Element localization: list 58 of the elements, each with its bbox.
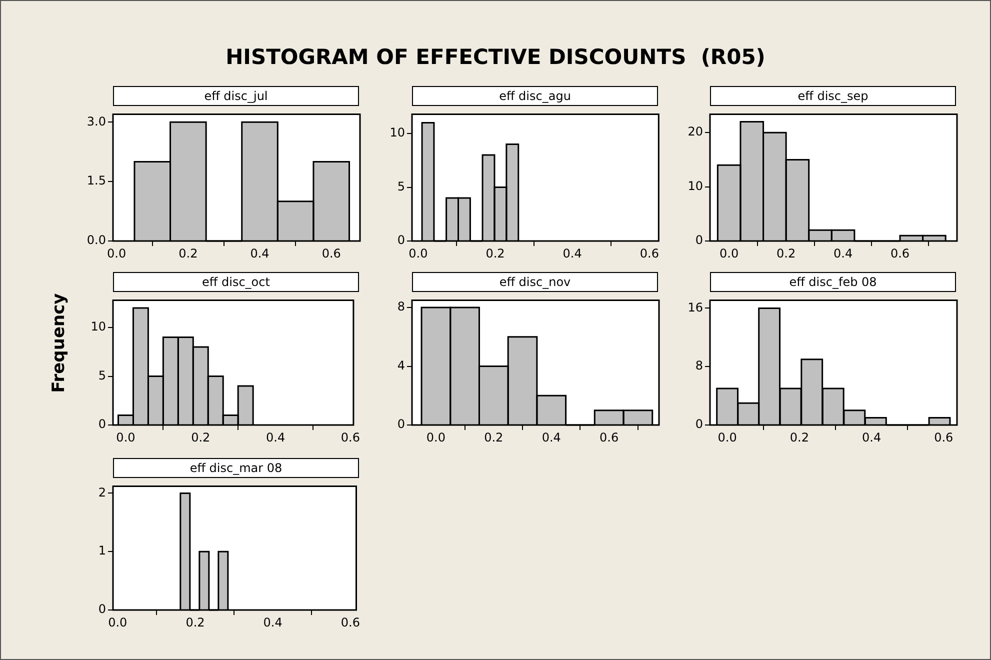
x-tick-label: 0.0 <box>116 430 136 444</box>
x-tick-label: 0.0 <box>108 615 128 630</box>
x-tick-label: 0.2 <box>776 246 796 260</box>
chart-title: eff disc_nov <box>412 272 658 292</box>
y-tick-label: 0 <box>397 417 405 432</box>
y-tick-label: 0.0 <box>86 233 106 248</box>
y-tick-label: 3.0 <box>86 114 106 128</box>
y-tick-label: 0 <box>98 602 106 616</box>
y-tick-label: 5 <box>397 179 405 194</box>
y-tick-label: 8 <box>695 358 703 373</box>
y-tick-label: 2 <box>98 485 106 500</box>
y-tick-label: 1.5 <box>86 174 106 188</box>
x-tick-label: 0.4 <box>542 430 561 444</box>
chart-title: eff disc_sep <box>710 86 956 106</box>
x-tick-label: 0.0 <box>408 246 428 260</box>
y-tick-label: 10 <box>90 320 106 334</box>
y-tick-label: 10 <box>688 178 703 193</box>
y-tick-label: 1 <box>98 544 106 558</box>
y-tick-label: 8 <box>397 300 405 314</box>
x-tick-label: 0.2 <box>186 615 205 630</box>
x-tick-label: 0.4 <box>250 246 270 260</box>
x-tick-label: 0.0 <box>107 246 126 260</box>
chart-title: eff disc_mar 08 <box>113 458 359 478</box>
chart-title: eff disc_agu <box>412 86 658 106</box>
x-tick-label: 0.2 <box>486 246 505 260</box>
x-tick-label: 0.6 <box>640 246 659 260</box>
chart-title: eff disc_jul <box>113 86 359 106</box>
x-tick-label: 0.4 <box>266 430 286 444</box>
x-tick-label: 0.0 <box>720 246 739 260</box>
x-tick-label: 0.6 <box>890 246 910 260</box>
x-tick-label: 0.0 <box>718 430 737 444</box>
y-tick-label: 0 <box>695 417 703 432</box>
x-tick-label: 0.2 <box>191 430 210 444</box>
text: HISTOGRAM OF EFFECTIVE DISCOUNTS (R05) <box>224 45 766 69</box>
y-tick-label: 5 <box>98 368 106 382</box>
y-tick-label: 0 <box>98 417 106 432</box>
x-tick-label: 0.4 <box>263 615 282 630</box>
x-tick-label: 0.2 <box>790 430 809 444</box>
y-tick-label: 16 <box>688 300 703 314</box>
x-tick-label: 0.6 <box>600 430 619 444</box>
y-tick-label: 20 <box>688 124 703 139</box>
x-tick-label: 0.6 <box>934 430 954 444</box>
chart-title: eff disc_feb 08 <box>710 272 956 292</box>
chart-title: eff disc_oct <box>113 272 359 292</box>
x-tick-label: 0.6 <box>340 430 360 444</box>
x-tick-label: 0.6 <box>322 246 341 260</box>
y-axis-title: Frequency <box>49 293 69 393</box>
y-tick-label: 4 <box>397 358 405 372</box>
x-tick-label: 0.2 <box>484 430 504 444</box>
x-tick-label: 0.0 <box>426 430 446 444</box>
x-tick-label: 0.4 <box>862 430 882 444</box>
y-tick-label: 10 <box>390 126 405 140</box>
x-tick-label: 0.6 <box>340 615 360 630</box>
x-tick-label: 0.2 <box>178 246 198 260</box>
y-tick-label: 0 <box>397 233 405 248</box>
x-tick-label: 0.4 <box>562 246 582 260</box>
x-tick-label: 0.4 <box>833 246 853 260</box>
y-tick-label: 0 <box>695 233 703 248</box>
